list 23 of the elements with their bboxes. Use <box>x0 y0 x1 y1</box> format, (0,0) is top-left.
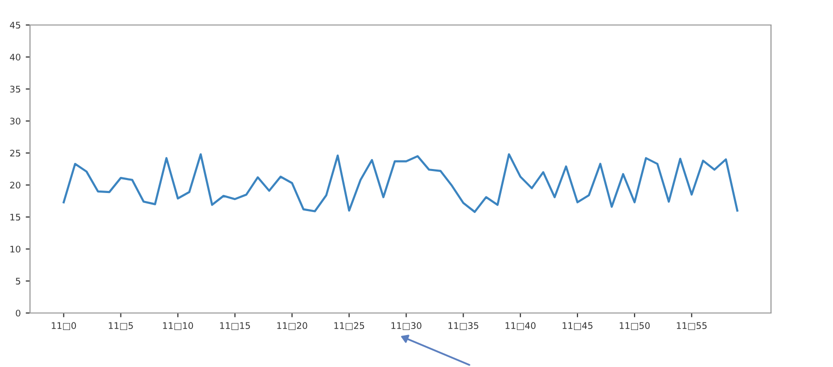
x-tick-label: 11□40 <box>506 322 536 330</box>
line-series <box>62 153 738 213</box>
x-tick-label: 11□15 <box>220 322 250 330</box>
x-tick-label: 11□35 <box>448 322 478 330</box>
y-tick-label: 40 <box>10 54 20 61</box>
x-tick-label: 11□25 <box>334 322 364 330</box>
y-tick-label: 35 <box>10 86 20 93</box>
x-tick-label: 11□5 <box>108 322 133 330</box>
x-tick-label: 11□45 <box>562 322 592 330</box>
y-tick-label: 0 <box>16 310 20 317</box>
x-tick-label: 11□20 <box>277 322 308 330</box>
x-tick-label: 11□0 <box>52 322 76 330</box>
x-tick-label: 11□30 <box>391 322 422 330</box>
x-tick-label: 11□50 <box>620 322 650 330</box>
y-tick-label: 5 <box>16 278 20 285</box>
y-tick-label: 45 <box>10 22 20 29</box>
y-tick-label: 10 <box>10 246 20 253</box>
y-tick-label: 15 <box>10 214 20 221</box>
x-tick-label: 11□55 <box>676 322 707 330</box>
y-tick-label: 25 <box>10 150 20 157</box>
y-tick-label: 20 <box>10 182 20 189</box>
y-tick-label: 30 <box>10 118 20 125</box>
x-tick-label: 11□10 <box>163 322 194 330</box>
